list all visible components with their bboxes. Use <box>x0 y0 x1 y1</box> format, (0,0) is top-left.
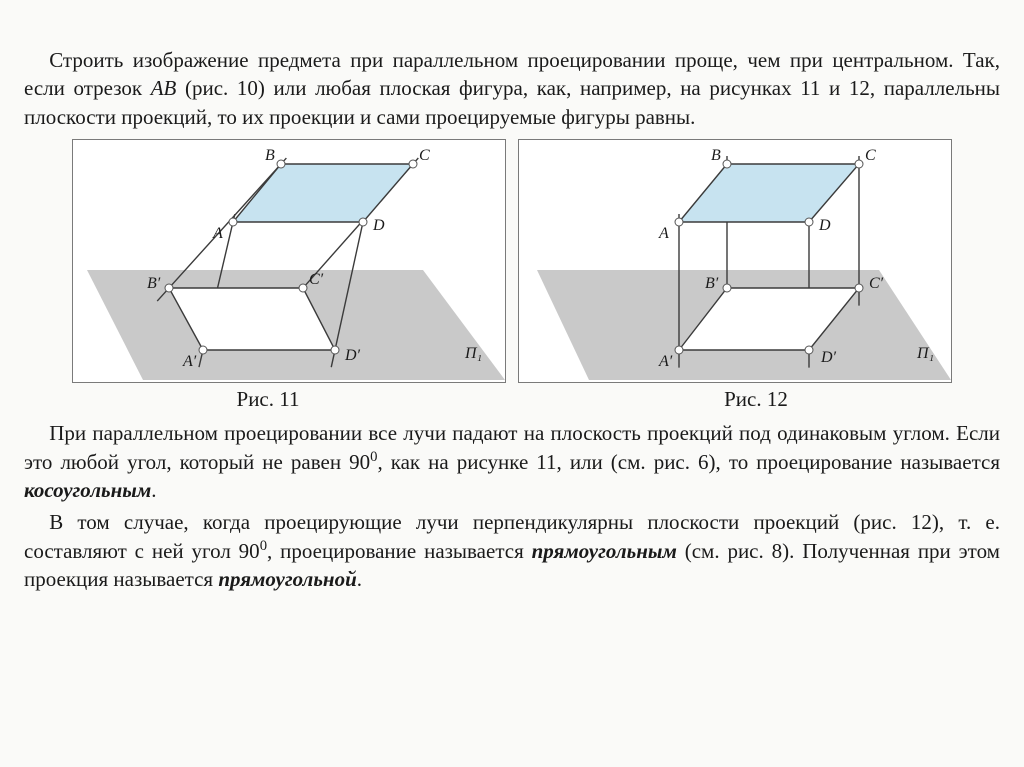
paragraph-2: При параллельном проецировании все лучи … <box>24 419 1000 504</box>
caption-12: Рис. 12 <box>512 385 1000 413</box>
svg-text:D′: D′ <box>820 349 837 366</box>
svg-text:C: C <box>419 147 430 164</box>
paragraph-3: В том случае, когда проецирующие лучи пе… <box>24 508 1000 593</box>
p2-text-c: . <box>151 478 156 502</box>
p2-term: косоугольным <box>24 478 151 502</box>
svg-text:C: C <box>865 147 876 164</box>
svg-text:C′: C′ <box>309 271 324 288</box>
figure-12: A B C D A′ B′ C′ D′ П₁ <box>518 139 952 383</box>
svg-text:D: D <box>372 217 385 234</box>
svg-text:B′: B′ <box>705 275 719 292</box>
figure-row: A B C D A′ B′ C′ D′ П₁ A B C D A′ B′ C′ D′ П₁ <box>24 139 1000 383</box>
caption-row: Рис. 11 Рис. 12 <box>24 385 1000 413</box>
p3-term2: прямоугольной <box>218 567 356 591</box>
svg-text:B′: B′ <box>147 275 161 292</box>
svg-text:П₁: П₁ <box>916 345 934 362</box>
svg-text:D: D <box>818 217 831 234</box>
p1-ab: АВ <box>151 76 177 100</box>
svg-text:B: B <box>711 147 721 164</box>
p2-text-b: , как на рисунке 11, или (см. рис. 6), т… <box>377 450 1000 474</box>
svg-text:A′: A′ <box>658 353 673 370</box>
svg-text:A: A <box>212 225 223 242</box>
p3-term1: прямоугольным <box>532 539 677 563</box>
figure-11: A B C D A′ B′ C′ D′ П₁ <box>72 139 506 383</box>
paragraph-1: Строить изображение предмета при паралле… <box>24 46 1000 131</box>
svg-text:A: A <box>658 225 669 242</box>
p3-text-d: . <box>357 567 362 591</box>
caption-11: Рис. 11 <box>24 385 512 413</box>
p3-sup: 0 <box>260 538 267 554</box>
p3-text-b: , проецирование называется <box>267 539 532 563</box>
svg-text:П₁: П₁ <box>464 345 482 362</box>
svg-text:A′: A′ <box>182 353 197 370</box>
svg-text:D′: D′ <box>344 347 361 364</box>
svg-text:B: B <box>265 147 275 164</box>
svg-text:C′: C′ <box>869 275 884 292</box>
